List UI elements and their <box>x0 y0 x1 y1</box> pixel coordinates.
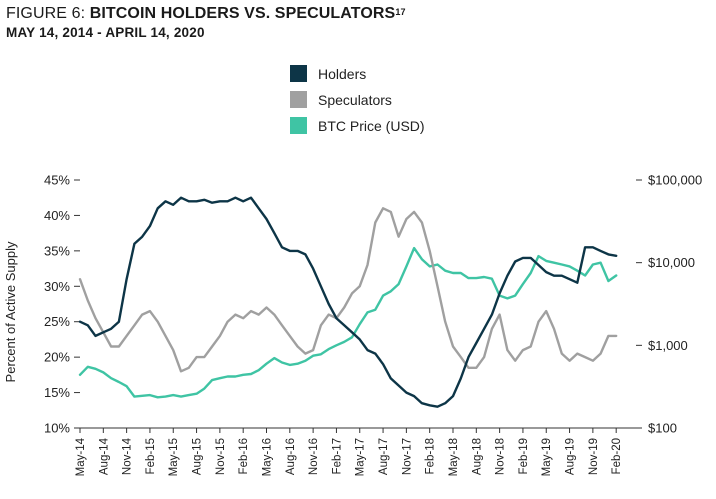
legend-label: Holders <box>318 66 366 82</box>
figure-title: FIGURE 6: BITCOIN HOLDERS VS. SPECULATOR… <box>6 4 406 24</box>
y-left-tick-label: 40% <box>44 208 70 223</box>
x-tick-label: Feb-16 <box>238 438 250 474</box>
figure-subtitle: MAY 14, 2014 - APRIL 14, 2020 <box>6 25 205 40</box>
series-line-speculators <box>78 207 618 373</box>
x-tick-label: May-19 <box>541 438 553 476</box>
x-tick-label: Nov-18 <box>495 438 507 475</box>
legend-label: Speculators <box>318 92 392 108</box>
series-line-btc-price-usd <box>78 246 618 399</box>
x-tick-label: Feb-20 <box>611 438 623 474</box>
x-tick-label: Nov-16 <box>308 438 320 475</box>
x-tick-label: Nov-14 <box>122 437 134 475</box>
y-right-tick-label: $100 <box>648 421 677 436</box>
x-tick-label: Aug-18 <box>471 438 483 475</box>
x-tick-label: May-16 <box>261 438 273 476</box>
y-left-tick-label: 30% <box>44 279 70 294</box>
x-tick-label: May-14 <box>75 437 87 476</box>
y-left-tick-label: 45% <box>44 173 70 188</box>
y-left-tick-label: 20% <box>44 350 70 365</box>
x-tick-label: Feb-15 <box>145 438 157 474</box>
x-tick-label: Aug-19 <box>565 438 577 475</box>
x-tick-label: Nov-17 <box>401 438 413 475</box>
y-right-tick-label: $1,000 <box>648 338 688 353</box>
x-tick-label: Feb-19 <box>518 438 530 474</box>
y-left-axis-title: Percent of Active Supply <box>3 241 18 382</box>
x-tick-label: Aug-16 <box>285 438 297 475</box>
y-left-tick-label: 25% <box>44 314 70 329</box>
title-block: FIGURE 6: BITCOIN HOLDERS VS. SPECULATOR… <box>6 4 406 42</box>
figure-label: FIGURE 6: <box>6 5 90 22</box>
x-tick-label: May-18 <box>448 438 460 476</box>
legend-swatch <box>290 91 307 108</box>
x-tick-label: Aug-17 <box>378 438 390 475</box>
x-tick-label: Aug-15 <box>192 438 204 475</box>
y-right-tick-label: $10,000 <box>648 255 695 270</box>
y-left-tick-label: 15% <box>44 385 70 400</box>
series-line-holders <box>78 196 618 408</box>
series-layer <box>78 196 618 408</box>
x-tick-label: Aug-14 <box>98 437 110 475</box>
figure-title-text: BITCOIN HOLDERS VS. SPECULATORS <box>89 5 396 22</box>
x-tick-label: Nov-19 <box>588 438 600 475</box>
x-tick-label: May-17 <box>355 438 367 476</box>
legend-swatch <box>290 117 307 134</box>
y-left-tick-label: 35% <box>44 243 70 258</box>
x-tick-label: Nov-15 <box>215 438 227 475</box>
legend: Holders Speculators BTC Price (USD) <box>290 65 425 134</box>
legend-label: BTC Price (USD) <box>318 118 425 134</box>
y-right-tick-label: $100,000 <box>648 173 702 188</box>
x-tick-label: Feb-17 <box>331 438 343 474</box>
legend-swatch <box>290 65 307 82</box>
x-tick-label: May-15 <box>168 438 180 476</box>
axes: 45% 40% 35% 30% 25% 20% 15% 10% $100,000 $10,000 $… <box>3 173 702 477</box>
y-left-tick-label: 10% <box>44 421 70 436</box>
footnote-marker: 17 <box>395 7 406 17</box>
x-tick-label: Feb-18 <box>425 438 437 474</box>
